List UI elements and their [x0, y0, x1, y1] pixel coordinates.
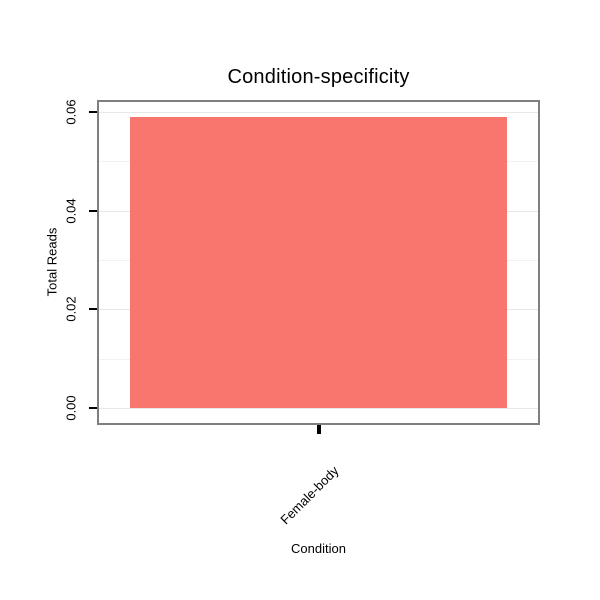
y-axis-title: Total Reads	[44, 227, 60, 297]
y-tick-label: 0.00	[63, 395, 79, 421]
x-category-label: Female-body	[276, 463, 342, 528]
y-axis-tick	[89, 407, 97, 410]
y-axis-tick	[89, 110, 97, 113]
plot-panel	[97, 100, 540, 425]
bar-female-body	[129, 116, 508, 409]
x-axis-tick	[316, 425, 321, 434]
y-tick-label: 0.06	[63, 99, 79, 125]
major-gridline	[99, 408, 538, 410]
y-axis-tick	[89, 209, 97, 212]
major-gridline	[99, 111, 538, 113]
y-axis-tick	[89, 308, 97, 311]
x-axis-title: Condition	[291, 541, 346, 556]
chart-title: Condition-specificity	[227, 66, 410, 88]
y-tick-label: 0.04	[63, 197, 79, 224]
y-tick-label: 0.02	[63, 296, 79, 323]
